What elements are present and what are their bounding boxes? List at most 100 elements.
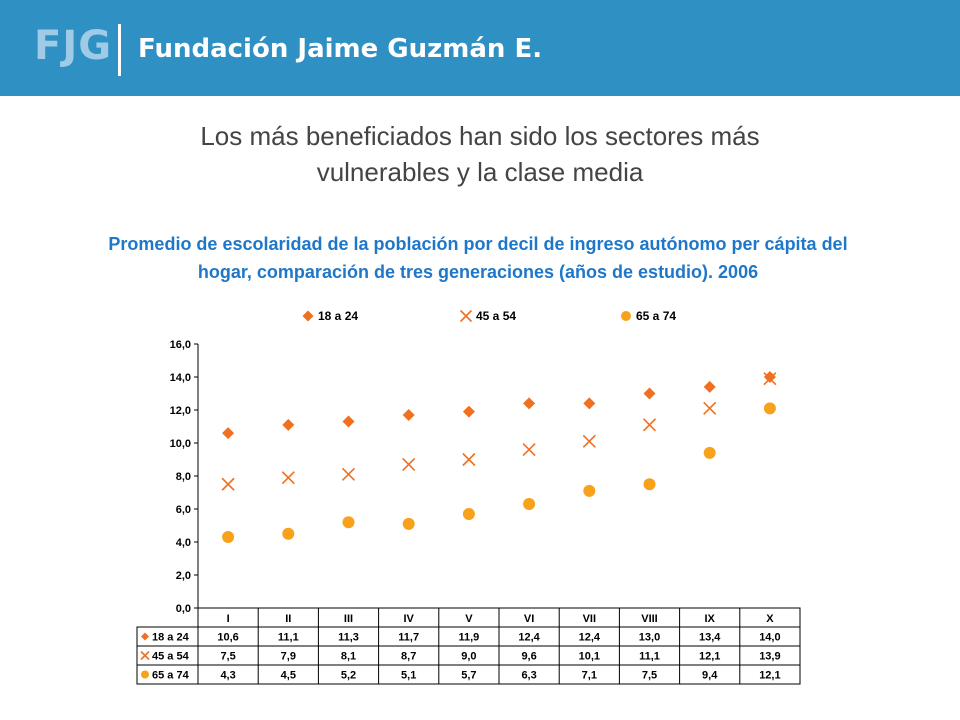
point-45-a-54-IV <box>402 457 416 472</box>
point-45-a-54-X <box>763 372 777 386</box>
table-legend-marker-18-a-24 <box>141 632 149 641</box>
point-18-a-24-VII <box>583 397 596 410</box>
point-45-a-54-III <box>341 467 356 481</box>
data-label: 7,5 <box>642 670 657 682</box>
slide-title-line-1: Los más beneficiados han sido los sector… <box>200 121 760 151</box>
category-label-II: II <box>285 613 291 625</box>
point-65-a-74-VIII <box>643 478 656 491</box>
data-label: 13,9 <box>759 651 780 663</box>
point-45-a-54-I <box>221 477 235 491</box>
point-18-a-24-II <box>282 418 295 431</box>
point-18-a-24-III <box>342 415 355 428</box>
y-tick-label: 6,0 <box>176 504 191 516</box>
chart-title-line-2: hogar, comparación de tres generaciones … <box>197 262 759 282</box>
data-label: 7,5 <box>220 651 235 663</box>
chart-title: Promedio de escolaridad de la población … <box>38 230 918 286</box>
data-label: 11,1 <box>278 632 299 644</box>
point-65-a-74-X <box>763 402 776 415</box>
data-label: 11,7 <box>398 632 419 644</box>
organization-name: Fundación Jaime Guzmán E. <box>138 34 543 64</box>
logo-divider <box>118 24 121 76</box>
data-label: 11,1 <box>639 651 660 663</box>
point-45-a-54-VI <box>522 443 536 457</box>
header-bar: FJG Fundación Jaime Guzmán E. <box>0 0 960 96</box>
point-18-a-24-V <box>462 405 475 418</box>
data-label: 14,0 <box>759 632 780 644</box>
point-45-a-54-IX <box>703 401 717 415</box>
data-label: 5,7 <box>461 670 476 682</box>
table-row-label-45-a-54: 45 a 54 <box>152 651 190 663</box>
category-label-IV: IV <box>403 613 414 625</box>
data-label: 12,1 <box>699 651 720 663</box>
point-45-a-54-VII <box>582 434 596 448</box>
data-label: 6,3 <box>521 670 536 682</box>
y-tick-label: 8,0 <box>176 471 191 483</box>
data-label: 5,2 <box>341 670 356 682</box>
data-label: 11,3 <box>338 632 359 644</box>
point-65-a-74-III <box>342 516 355 529</box>
data-label: 4,5 <box>281 670 296 682</box>
y-tick-label: 10,0 <box>170 438 191 450</box>
data-label: 9,0 <box>461 651 476 663</box>
point-45-a-54-VIII <box>642 418 657 432</box>
category-label-V: V <box>465 613 473 625</box>
point-18-a-24-IV <box>402 408 415 421</box>
data-label: 13,4 <box>699 632 721 644</box>
data-label: 10,1 <box>579 651 600 663</box>
point-65-a-74-IX <box>703 446 716 459</box>
category-label-X: X <box>766 613 774 625</box>
data-label: 9,4 <box>702 670 718 682</box>
data-label: 7,1 <box>582 670 597 682</box>
legend-marker-45-a-54 <box>459 309 473 323</box>
data-label: 9,6 <box>521 651 536 663</box>
point-45-a-54-II <box>281 471 295 485</box>
category-label-III: III <box>344 613 353 625</box>
data-label: 7,9 <box>281 651 296 663</box>
legend-marker-18-a-24 <box>302 310 314 322</box>
point-18-a-24-VI <box>523 397 536 410</box>
data-label: 11,9 <box>458 632 479 644</box>
y-tick-label: 16,0 <box>170 339 191 351</box>
category-label-VIII: VIII <box>641 613 658 625</box>
category-label-I: I <box>227 613 230 625</box>
point-45-a-54-V <box>462 452 476 467</box>
data-label: 12,4 <box>579 632 601 644</box>
category-label-IX: IX <box>704 613 715 625</box>
table-legend-marker-65-a-74 <box>141 670 149 679</box>
point-65-a-74-IV <box>402 517 415 530</box>
table-legend-marker-45-a-54 <box>140 650 150 661</box>
slide-title-line-2: vulnerables y la clase media <box>316 157 644 187</box>
point-18-a-24-I <box>222 427 235 440</box>
legend-label-18-a-24: 18 a 24 <box>318 309 358 323</box>
legend-label-45-a-54: 45 a 54 <box>476 309 516 323</box>
data-label: 10,6 <box>217 632 238 644</box>
table-row-label-18-a-24: 18 a 24 <box>152 632 190 644</box>
point-65-a-74-V <box>462 507 475 520</box>
data-label: 5,1 <box>401 670 416 682</box>
point-65-a-74-II <box>282 527 295 540</box>
data-label: 12,4 <box>518 632 540 644</box>
y-tick-label: 14,0 <box>170 372 191 384</box>
y-tick-label: 2,0 <box>176 570 191 582</box>
point-65-a-74-I <box>222 531 235 544</box>
legend-marker-65-a-74 <box>621 311 631 321</box>
point-18-a-24-X <box>763 371 776 383</box>
slide-title: Los más beneficiados han sido los sector… <box>0 118 960 190</box>
legend-label-65-a-74: 65 a 74 <box>636 309 676 323</box>
category-label-VII: VII <box>583 613 596 625</box>
table-row-label-65-a-74: 65 a 74 <box>152 670 190 682</box>
point-18-a-24-VIII <box>643 387 656 400</box>
y-tick-label: 0,0 <box>176 603 191 615</box>
point-18-a-24-IX <box>703 380 716 393</box>
category-label-VI: VI <box>524 613 534 625</box>
y-tick-label: 12,0 <box>170 405 191 417</box>
y-tick-label: 4,0 <box>176 537 191 549</box>
chart-title-line-1: Promedio de escolaridad de la población … <box>108 234 848 254</box>
point-65-a-74-VII <box>583 484 596 497</box>
point-65-a-74-VI <box>523 498 536 511</box>
data-label: 13,0 <box>639 632 660 644</box>
data-label: 12,1 <box>759 670 780 682</box>
logo: FJG <box>34 23 113 69</box>
data-label: 4,3 <box>220 670 235 682</box>
